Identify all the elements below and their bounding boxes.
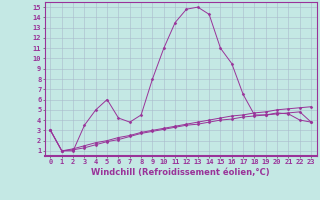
X-axis label: Windchill (Refroidissement éolien,°C): Windchill (Refroidissement éolien,°C) — [92, 168, 270, 177]
